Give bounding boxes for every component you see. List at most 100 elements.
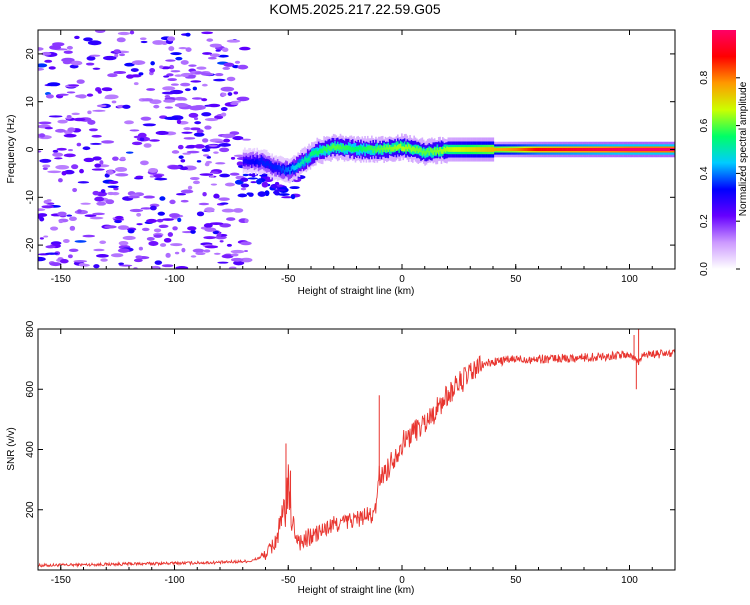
spectrogram-ridge-cell	[624, 147, 627, 152]
spectrogram-ridge-cell	[276, 165, 279, 175]
spectrogram-ridge-cell	[660, 147, 663, 152]
spectrogram-noise-blob	[217, 261, 229, 264]
spectrogram-ridge-cell	[582, 147, 585, 152]
spectrogram-ridge-cell	[469, 147, 471, 152]
spectrogram-noise-blob	[140, 40, 148, 44]
spectrogram-ridge-cell	[313, 150, 316, 156]
spectrogram-ridge-cell	[263, 160, 265, 166]
spectrogram-ridge-cell	[361, 147, 364, 153]
spectrogram-ridge-cell	[609, 147, 612, 152]
spectrogram-noise-blob	[92, 109, 106, 112]
spectrogram-noise-blob	[186, 150, 200, 154]
spectrogram-noise-blob	[219, 173, 231, 178]
spectrogram-noise-blob	[74, 240, 87, 243]
spectrogram-ridge-cell	[437, 150, 440, 155]
spectrogram-noise-blob	[138, 72, 144, 76]
spectrogram-ridge-cell	[452, 147, 455, 152]
spectrogram-noise-blob	[204, 162, 210, 167]
spectrogram-ridge-cell	[481, 147, 484, 152]
spectrogram-noise-blob	[192, 180, 200, 185]
spectrogram-noise-blob	[100, 258, 108, 262]
spectrogram-noise-blob	[189, 176, 200, 181]
spectrogram-noise-blob	[220, 86, 235, 92]
spectrogram-ridge-cell	[611, 147, 613, 152]
spectrogram-noise-blob	[233, 154, 246, 158]
spectrogram-ridge-cell	[458, 147, 461, 152]
spectrogram-noise-blob	[220, 107, 228, 112]
spectrogram-ridge-cell	[466, 147, 469, 152]
spectrogram-noise-blob	[236, 161, 244, 167]
spectrogram-ridge-cell	[500, 147, 503, 152]
spectrogram-ridge-cell	[327, 144, 329, 150]
spectrogram-ridge-cell	[425, 149, 428, 155]
spectrogram-noise-blob	[149, 175, 155, 178]
spectrogram-ridge-cell	[305, 153, 308, 163]
spectrogram-noise-blob	[58, 220, 64, 224]
spectrogram-noise-blob	[203, 223, 213, 228]
spectrogram-ridge-cell	[353, 147, 355, 153]
spectrogram-noise-blob	[59, 259, 69, 264]
spectrogram-ridge-cell	[556, 147, 559, 152]
spectrogram-ridge-cell	[409, 145, 411, 151]
spectrogram-ridge-cell	[644, 147, 646, 152]
spectrogram-ridge-cell	[264, 162, 267, 168]
colorbar-label: Normalized spectral amplitude	[738, 81, 749, 216]
spectrogram-noise-blob	[67, 149, 73, 152]
spectrogram-ridge-cell	[351, 146, 354, 152]
spectrogram-noise-blob	[135, 175, 144, 178]
spectrogram-noise-blob	[221, 208, 235, 213]
spectrogram-noise-blob	[221, 92, 227, 97]
spectrogram-ridge-cell	[514, 147, 516, 152]
spectrogram-ridge-cell	[380, 145, 383, 156]
spectrogram-ridge-cell	[496, 147, 499, 152]
spectrogram-noise-blob	[136, 212, 142, 217]
spectrogram-ridge-cell	[495, 147, 497, 152]
spectrogram-ridge-cell	[534, 147, 537, 152]
spectrogram-cluster-blob	[247, 173, 259, 177]
snr-xtick-label: -50	[281, 575, 296, 586]
spectrogram-noise-blob	[148, 168, 158, 173]
spectrogram-noise-blob	[73, 117, 86, 122]
spectrogram-noise-blob	[38, 121, 52, 125]
spectrogram-ridge-cell	[506, 147, 508, 152]
spectrogram-noise-blob	[237, 193, 248, 198]
spectrogram-ridge-cell	[447, 147, 450, 152]
spectrogram-ridge-cell	[248, 159, 250, 165]
spectrogram-noise-blob	[120, 156, 126, 160]
spectrogram-noise-blob	[141, 227, 150, 232]
spectrogram-noise-blob	[47, 170, 62, 174]
spectrogram-noise-blob	[122, 104, 131, 109]
spectrogram-cluster-blob	[277, 193, 290, 196]
spectrogram-cluster-blob	[242, 173, 249, 177]
spectrogram-ridge-cell	[521, 147, 523, 152]
spectrogram-noise-blob	[176, 193, 187, 196]
spectrogram-noise-blob	[43, 200, 49, 204]
spectrogram-ridge-cell	[555, 147, 557, 152]
spectrogram-ridge-cell	[274, 165, 276, 171]
spectrogram-ridge-cell	[487, 147, 489, 152]
spectrogram-ridge-cell	[462, 147, 465, 152]
spectrogram-ridge-cell	[406, 141, 409, 152]
spectrogram-noise-blob	[67, 127, 76, 133]
spectrogram-ridge-cell	[259, 160, 261, 166]
spectrogram-ridge-cell	[371, 145, 373, 151]
spectrogram-ridge-cell	[664, 147, 667, 152]
spectrogram-noise-blob	[203, 236, 216, 240]
spectrogram-noise-blob	[174, 96, 187, 101]
spectrogram-ridge-cell	[338, 145, 340, 151]
spectrogram-ridge-cell	[547, 147, 549, 152]
spectrogram-ridge-cell	[592, 147, 594, 152]
spectrogram-noise-blob	[193, 117, 199, 121]
spectrogram-ytick-label: 20	[25, 48, 36, 60]
spectrogram-ridge-cell	[279, 166, 282, 176]
spectrogram-noise-blob	[104, 225, 117, 229]
spectrogram-ridge-cell	[612, 147, 615, 152]
spectrogram-ridge-cell	[545, 147, 548, 152]
spectrogram-ridge-cell	[305, 158, 308, 163]
spectrogram-ridge-cell	[413, 146, 415, 152]
spectrogram-noise-blob	[77, 94, 87, 99]
spectrogram-xtick-label: -100	[164, 274, 184, 285]
spectrogram-ridge-cell	[596, 147, 598, 152]
spectrogram-ridge-cell	[304, 156, 306, 167]
spectrogram-noise-blob	[66, 91, 76, 94]
